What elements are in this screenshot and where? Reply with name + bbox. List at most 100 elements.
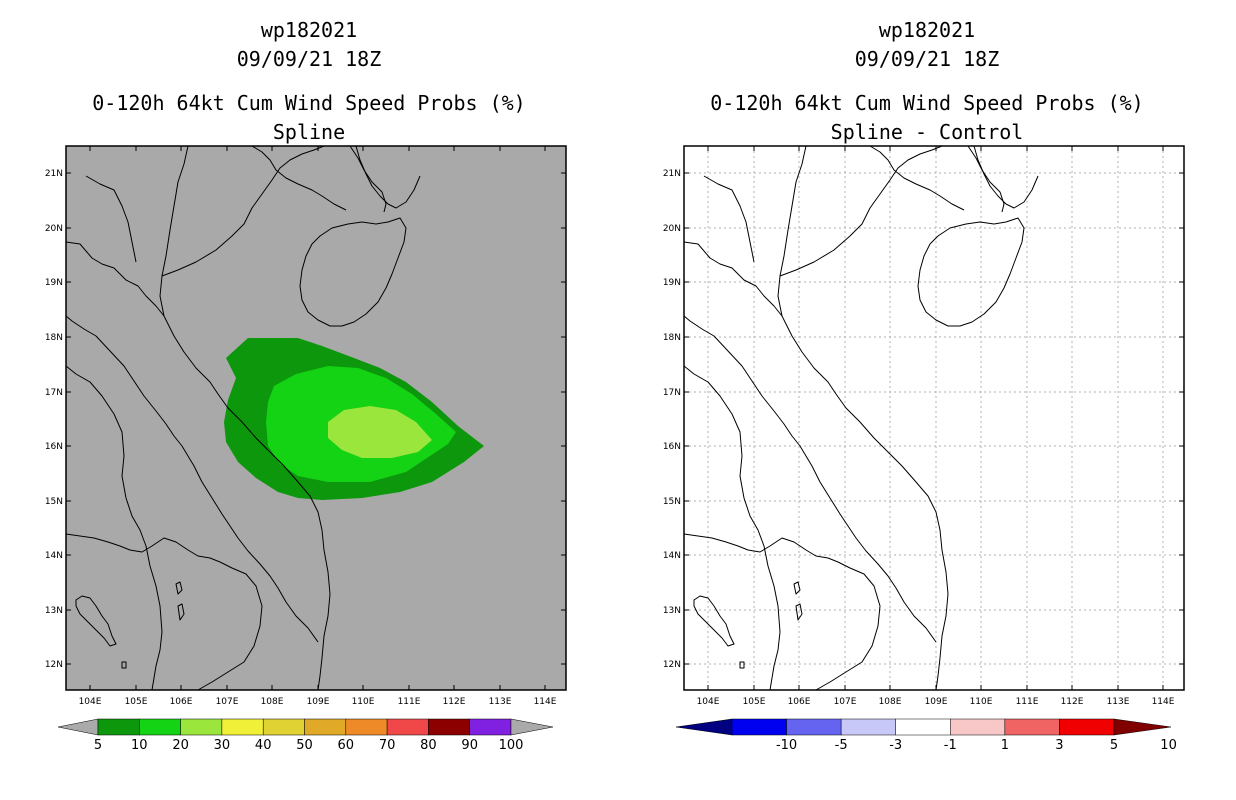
gridlines [684, 146, 1184, 690]
x-tick-label: 106E [788, 697, 811, 707]
x-tick-label: 107E [834, 697, 857, 707]
colorbar-segment [469, 718, 512, 736]
island [795, 603, 803, 621]
coastline [251, 145, 347, 211]
colorbar-segment [731, 718, 787, 736]
colorbar-label: 5 [94, 738, 102, 753]
island [793, 581, 801, 595]
y-tick-label: 18N [663, 333, 681, 343]
x-tick-label: 114E [534, 697, 557, 707]
x-tick-label: 112E [1061, 697, 1084, 707]
y-tick-label: 17N [45, 388, 63, 398]
leizhou-coast [349, 145, 387, 213]
coastline [777, 145, 949, 691]
x-tick-label: 105E [743, 697, 766, 707]
coastline [65, 315, 319, 643]
colorbar-label: 70 [379, 738, 396, 753]
colorbar-segment [180, 718, 223, 736]
colorbar-segment [786, 718, 842, 736]
y-tick-label: 21N [45, 169, 63, 179]
colorbar-segment [97, 718, 140, 736]
coastline [683, 241, 783, 317]
coastline [65, 241, 165, 317]
coastline [779, 145, 943, 277]
coastline [161, 145, 325, 277]
colorbar-segment [304, 718, 347, 736]
colorbar-segment [1059, 718, 1115, 736]
y-tick-label: 14N [663, 551, 681, 561]
coastline [683, 365, 781, 691]
colorbar-label: 60 [338, 738, 355, 753]
right-title-method: Spline - Control [830, 120, 1024, 144]
coastline [683, 315, 937, 643]
island [177, 603, 185, 621]
colorbar-label: 10 [1160, 738, 1177, 753]
x-tick-label: 111E [1016, 697, 1039, 707]
colorbar-segment [386, 718, 429, 736]
y-tick-label: 19N [45, 278, 63, 288]
map-frame [683, 145, 1185, 691]
y-tick-label: 17N [663, 388, 681, 398]
x-tick-label: 104E [79, 697, 102, 707]
y-tick-label: 21N [663, 169, 681, 179]
colorbar-over-triangle [510, 718, 554, 736]
y-tick-label: 13N [663, 606, 681, 616]
colorbar-label: 30 [214, 738, 231, 753]
left-title-storm-id: wp182021 [260, 18, 358, 42]
hainan-island [299, 217, 407, 327]
y-tick-label: 18N [45, 333, 63, 343]
map-content [683, 145, 1184, 691]
y-tick-label: 14N [45, 551, 63, 561]
colorbar: -10 -5 -3 -1 1 3 5 10 [675, 718, 1177, 753]
x-tick-label: 110E [352, 697, 375, 707]
y-tick-label: 16N [45, 442, 63, 452]
right-title-product: 0-120h 64kt Cum Wind Speed Probs (%) [710, 91, 1144, 115]
left-map: 104E 105E 106E 107E 108E 109E 110E 111E 112E 113E… [45, 145, 567, 753]
y-tick-label: 15N [45, 497, 63, 507]
leizhou-coast [967, 145, 1005, 213]
x-tick-label: 110E [970, 697, 993, 707]
colorbar-label: 5 [1110, 738, 1118, 753]
map-frame [65, 145, 567, 691]
colorbar-label: 3 [1055, 738, 1063, 753]
coastline [159, 145, 331, 691]
x-tick-label: 108E [879, 697, 902, 707]
colorbar-label: -3 [889, 738, 902, 753]
colorbar-under-triangle [57, 718, 99, 736]
colorbar-over-triangle [1113, 718, 1172, 736]
y-tick-label: 20N [663, 224, 681, 234]
colorbar-segment [428, 718, 470, 736]
island [75, 595, 117, 647]
colorbar: 5 10 20 30 40 50 60 70 80 90 100 [57, 718, 554, 753]
colorbar-label: 10 [131, 738, 148, 753]
coastline [197, 561, 263, 691]
map-background [684, 146, 1184, 690]
left-title-product: 0-120h 64kt Cum Wind Speed Probs (%) [92, 91, 526, 115]
left-title-datetime: 09/09/21 18Z [236, 47, 382, 71]
colorbar-segment [345, 718, 388, 736]
x-tick-label: 113E [489, 697, 512, 707]
right-map-panel: wp182021 09/09/21 18Z 0-120h 64kt Cum Wi… [618, 0, 1236, 800]
left-map-panel: wp182021 09/09/21 18Z 0-120h 64kt Cum Wi… [45, 18, 567, 753]
colorbar-label: -10 [776, 738, 797, 753]
colorbar-label: -1 [944, 738, 957, 753]
x-tick-label: 107E [216, 697, 239, 707]
colorbar-label: 50 [296, 738, 313, 753]
colorbar-segment [840, 718, 896, 736]
island [739, 661, 745, 669]
x-tick-label: 105E [125, 697, 148, 707]
colorbar-label: 40 [255, 738, 272, 753]
coastlines [683, 145, 1039, 691]
coastline [869, 145, 965, 211]
y-tick-label: 12N [45, 660, 63, 670]
colorbar-under-triangle [675, 718, 733, 736]
y-tick-label: 15N [663, 497, 681, 507]
colorbar-label: 100 [499, 738, 524, 753]
colorbar-label: 90 [461, 738, 478, 753]
colorbar-label: -5 [835, 738, 848, 753]
y-tick-label: 16N [663, 442, 681, 452]
x-tick-label: 109E [925, 697, 948, 707]
colorbar-segment [895, 718, 951, 736]
map-content [65, 145, 484, 691]
x-tick-label: 109E [307, 697, 330, 707]
